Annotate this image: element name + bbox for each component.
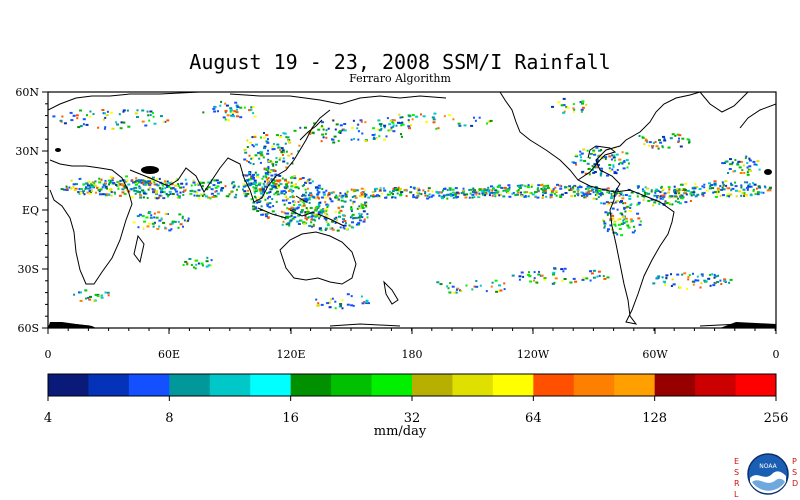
- colorbar-tick-label: 64: [525, 411, 542, 426]
- lon-label: 0: [45, 348, 52, 361]
- coastline-new-zealand: [383, 280, 399, 305]
- colorbar-swatch: [695, 374, 737, 396]
- colorbar-swatch: [209, 374, 251, 396]
- lon-label: 60W: [642, 348, 668, 361]
- esrl-letter: E: [734, 457, 740, 466]
- coastline-north-america: [499, 92, 701, 193]
- psd-letter: P: [792, 457, 797, 466]
- colorbar-swatch: [371, 374, 413, 396]
- lon-label: 120W: [517, 348, 550, 361]
- coastline-indonesia: [257, 195, 345, 227]
- coastline-madagascar: [133, 234, 145, 264]
- colorbar: 4 8 16 32 64 128 256: [44, 373, 789, 426]
- colorbar-swatch: [290, 374, 332, 396]
- colorbar-swatch: [169, 374, 211, 396]
- coastline-south-asia: [129, 109, 331, 203]
- lat-label: EQ: [22, 204, 39, 217]
- lon-label: 60E: [158, 348, 180, 361]
- colorbar-swatch: [48, 374, 89, 396]
- colorbar-swatch: [533, 374, 575, 396]
- coastline-eurasia: [48, 92, 776, 129]
- black-land-patches: [48, 148, 776, 328]
- logo-text: NOAA: [759, 463, 777, 470]
- psd-vertical-label: P S D: [792, 456, 800, 489]
- colorbar-tick-label: 16: [282, 411, 299, 426]
- map-background: [48, 92, 776, 328]
- colorbar-swatch: [452, 374, 494, 396]
- colorbar-swatch: [128, 374, 170, 396]
- lon-label: 180: [402, 348, 423, 361]
- colorbar-swatch: [573, 374, 615, 396]
- colorbar-swatch: [492, 374, 534, 396]
- rainfall-field: [52, 97, 772, 310]
- colorbar-unit-label: mm/day: [373, 424, 427, 439]
- colorbar-swatch: [412, 374, 453, 396]
- longitude-ticks: 0 60E 120E 180 120W 60W 0: [45, 328, 780, 361]
- lon-label: 120E: [276, 348, 305, 361]
- lat-label: 30N: [15, 145, 39, 158]
- colorbar-tick-label: 32: [404, 411, 421, 426]
- latitude-ticks: 60N 30N EQ 30S 60S: [15, 86, 48, 335]
- map-subtitle: Ferraro Algorithm: [349, 72, 451, 85]
- map-title: August 19 - 23, 2008 SSM/I Rainfall: [189, 50, 611, 74]
- colorbar-swatch: [88, 374, 130, 396]
- coastline-japan: [299, 119, 323, 141]
- colorbar-swatch: [654, 374, 696, 396]
- esrl-vertical-label: E S R L: [734, 456, 742, 500]
- coastline-greenland: [699, 92, 749, 113]
- lat-label: 30S: [17, 263, 39, 276]
- colorbar-tick-label: 128: [642, 411, 667, 426]
- colorbar-tick-label: 256: [764, 411, 789, 426]
- colorbar-tick-label: 8: [165, 411, 173, 426]
- esrl-letter: L: [734, 490, 739, 499]
- coastline-gulf-mexico: [577, 145, 617, 181]
- noaa-logo: NOAA: [747, 453, 789, 495]
- colorbar-swatch: [250, 374, 292, 396]
- lat-label: 60N: [15, 86, 39, 99]
- coastline-south-america: [609, 189, 675, 325]
- coastline-australia: [279, 231, 357, 285]
- colorbar-tick-label: 4: [44, 411, 52, 426]
- lat-label: 60S: [17, 322, 39, 335]
- psd-letter: S: [792, 468, 798, 477]
- esrl-letter: R: [734, 479, 740, 488]
- colorbar-swatch: [735, 374, 777, 396]
- lon-label: 0: [773, 348, 780, 361]
- coastline-africa: [49, 159, 133, 285]
- psd-letter: D: [792, 479, 799, 488]
- colorbar-swatch: [614, 374, 656, 396]
- colorbar-swatch: [331, 374, 373, 396]
- esrl-letter: S: [734, 468, 740, 477]
